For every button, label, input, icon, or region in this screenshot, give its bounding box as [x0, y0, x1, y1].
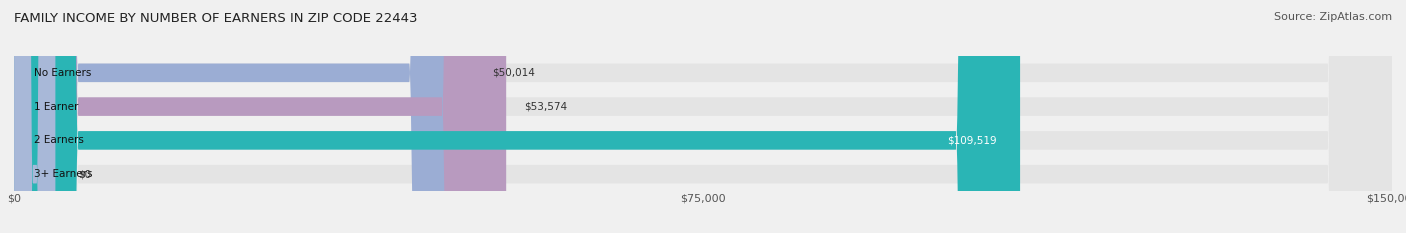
FancyBboxPatch shape: [14, 0, 506, 233]
FancyBboxPatch shape: [14, 0, 1392, 233]
Text: $0: $0: [79, 169, 91, 179]
Text: FAMILY INCOME BY NUMBER OF EARNERS IN ZIP CODE 22443: FAMILY INCOME BY NUMBER OF EARNERS IN ZI…: [14, 12, 418, 25]
FancyBboxPatch shape: [14, 0, 1392, 233]
FancyBboxPatch shape: [14, 0, 1021, 233]
FancyBboxPatch shape: [14, 0, 474, 233]
FancyBboxPatch shape: [14, 0, 55, 233]
FancyBboxPatch shape: [14, 0, 1392, 233]
Text: 3+ Earners: 3+ Earners: [34, 169, 93, 179]
Text: 1 Earner: 1 Earner: [34, 102, 79, 112]
Text: $53,574: $53,574: [524, 102, 568, 112]
FancyBboxPatch shape: [14, 0, 1392, 233]
Text: 2 Earners: 2 Earners: [34, 135, 84, 145]
Text: Source: ZipAtlas.com: Source: ZipAtlas.com: [1274, 12, 1392, 22]
Text: $50,014: $50,014: [492, 68, 534, 78]
Text: $109,519: $109,519: [948, 135, 997, 145]
Text: No Earners: No Earners: [34, 68, 91, 78]
